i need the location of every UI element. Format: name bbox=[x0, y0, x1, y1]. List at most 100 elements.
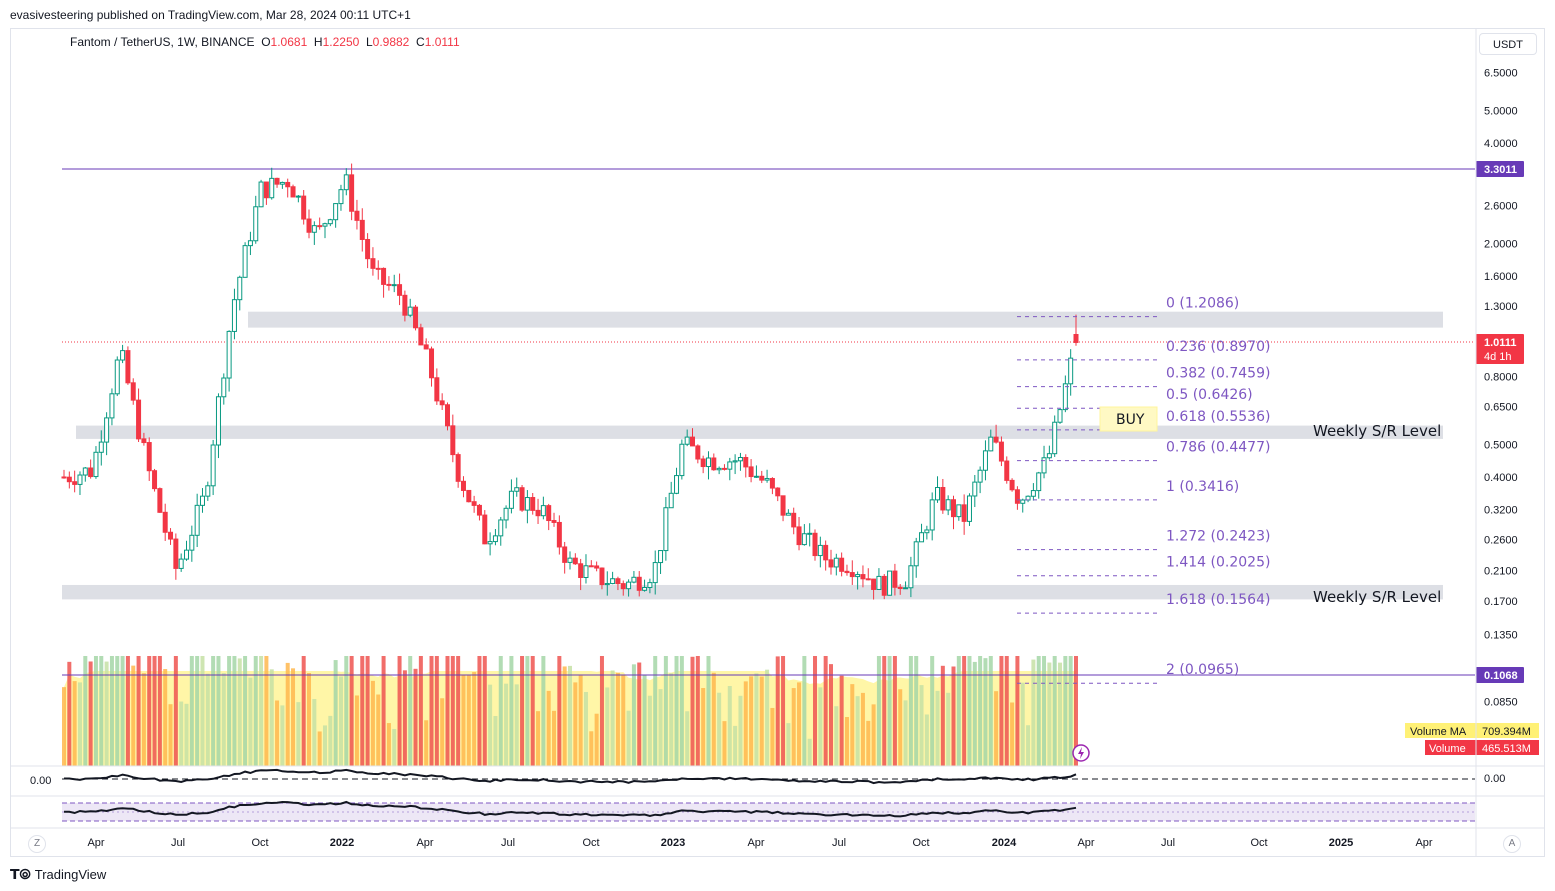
buy-box[interactable] bbox=[1099, 406, 1158, 432]
volume-bar bbox=[669, 673, 674, 766]
volume-bar bbox=[621, 675, 626, 766]
candle-body bbox=[578, 563, 584, 578]
fib-label-2: 0.382 (0.7459) bbox=[1166, 366, 1270, 382]
fib-retracement[interactable]: 0 (1.2086) 0.236 (0.8970) 0.382 (0.7459) 0.… bbox=[1017, 296, 1270, 684]
candle-body bbox=[114, 359, 120, 395]
candle-body bbox=[690, 436, 696, 447]
last-price-badge bbox=[1476, 334, 1524, 364]
volume-bar bbox=[1052, 656, 1057, 766]
candle-body bbox=[210, 444, 216, 487]
fib-label-9: 1.618 (0.1564) bbox=[1166, 592, 1270, 608]
candle-body bbox=[636, 576, 642, 591]
candle-body bbox=[594, 565, 600, 569]
candle-body bbox=[919, 532, 925, 543]
candle-body bbox=[519, 487, 525, 511]
volume-bar bbox=[62, 687, 66, 766]
candle-body bbox=[226, 330, 232, 379]
symbol-name[interactable]: Fantom / TetherUS, 1W, BINANCE bbox=[70, 35, 255, 49]
price-axis[interactable]: 6.5000 5.0000 4.0000 2.6000 2.0000 1.6000 1.30… bbox=[1484, 68, 1518, 709]
candle-body bbox=[695, 445, 701, 460]
volume-bar bbox=[392, 728, 397, 766]
candle-body bbox=[231, 299, 237, 332]
last-price-value: 1.0111 bbox=[1484, 337, 1516, 349]
osc-left-label: 0.00 bbox=[30, 775, 51, 787]
zoom-corner-button[interactable]: Z bbox=[28, 835, 46, 853]
candle-body bbox=[487, 541, 493, 545]
candles bbox=[61, 163, 1079, 600]
candle-body bbox=[141, 438, 147, 444]
high-label: H bbox=[313, 35, 323, 49]
tradingview-logo-icon[interactable]: 𝗧⦾ bbox=[10, 866, 31, 882]
candle-body bbox=[354, 210, 360, 221]
candle-body bbox=[881, 575, 887, 596]
open-label: O bbox=[261, 35, 271, 49]
volume-bar bbox=[610, 670, 615, 766]
volume-bar bbox=[1074, 656, 1078, 766]
volume-bar bbox=[1004, 656, 1009, 766]
volume-bar bbox=[472, 672, 477, 766]
volume-bar bbox=[344, 656, 349, 766]
auto-scale-button[interactable]: A bbox=[1503, 835, 1521, 853]
volume-bar bbox=[99, 656, 104, 766]
volume-bar bbox=[637, 662, 642, 766]
candle-body bbox=[865, 578, 871, 581]
volume-ma-label: Volume MA bbox=[1410, 726, 1467, 738]
candle-body bbox=[631, 576, 637, 583]
candle-body bbox=[530, 497, 536, 511]
volume-bar bbox=[1063, 656, 1068, 766]
price-tick-3: 2.6000 bbox=[1484, 200, 1518, 212]
volume-bar bbox=[802, 656, 807, 766]
volume-label: Volume bbox=[1429, 743, 1466, 755]
candle-body bbox=[913, 541, 919, 567]
time-tick-6: Oct bbox=[582, 837, 599, 849]
footer: 𝗧⦾ TradingView bbox=[10, 866, 106, 883]
volume-bar bbox=[999, 656, 1004, 766]
volume-bar bbox=[386, 723, 391, 766]
candle-body bbox=[732, 460, 738, 463]
volume-bar bbox=[1020, 682, 1025, 766]
volume-bar bbox=[450, 656, 455, 766]
footer-brand[interactable]: TradingView bbox=[34, 867, 107, 882]
candle-body bbox=[130, 382, 136, 401]
volume-bar bbox=[493, 716, 498, 766]
candle-body bbox=[620, 583, 626, 590]
volume-bar bbox=[876, 656, 881, 766]
candle-body bbox=[988, 436, 994, 452]
volume-bar bbox=[216, 656, 221, 766]
volume-bar bbox=[578, 675, 583, 766]
time-axis[interactable]: Apr Jul Oct 2022 Apr Jul Oct 2023 Apr Jul Oct 2024 A… bbox=[87, 837, 1432, 849]
candle-body bbox=[737, 456, 743, 462]
price-tick-0: 6.5000 bbox=[1484, 68, 1518, 80]
volume-bar bbox=[77, 682, 82, 766]
fib-label-10: 2 (0.0965) bbox=[1166, 662, 1239, 678]
candle-body bbox=[945, 499, 951, 511]
candle-body bbox=[386, 283, 392, 286]
volume-bar bbox=[807, 738, 812, 766]
volume-bar bbox=[594, 713, 599, 766]
volume-bar bbox=[237, 658, 242, 766]
volume-bar bbox=[536, 711, 541, 766]
candle-body bbox=[849, 572, 855, 578]
volume-bar bbox=[552, 710, 557, 766]
candle-body bbox=[583, 565, 589, 578]
volume-ma-value: 709.394M bbox=[1482, 726, 1531, 738]
candle-body bbox=[391, 284, 397, 287]
candle-body bbox=[1057, 409, 1063, 423]
volume-bar bbox=[557, 656, 562, 766]
volume-bar bbox=[695, 656, 700, 766]
currency-button[interactable]: USDT bbox=[1479, 33, 1537, 55]
volume-bar bbox=[642, 675, 647, 766]
price-tick-5: 1.6000 bbox=[1484, 271, 1518, 283]
candle-body bbox=[162, 511, 168, 533]
candle-body bbox=[168, 531, 174, 540]
osc-right-label: 0.00 bbox=[1484, 773, 1505, 785]
candle-body bbox=[647, 582, 653, 588]
time-tick-4: Apr bbox=[416, 837, 433, 849]
candle-body bbox=[343, 174, 349, 191]
candle-body bbox=[290, 186, 296, 198]
volume-histogram bbox=[62, 656, 1078, 766]
candle-body bbox=[423, 344, 429, 350]
volume-bar bbox=[147, 656, 152, 766]
volume-bar bbox=[530, 656, 535, 766]
